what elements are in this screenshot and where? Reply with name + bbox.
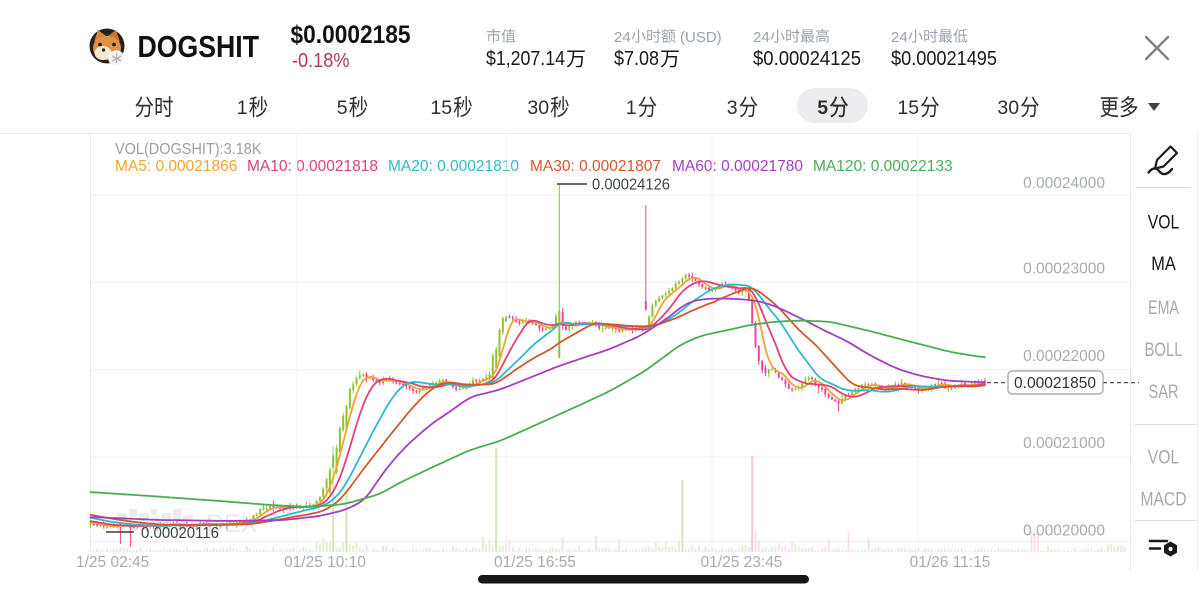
svg-text:1: 1	[237, 97, 248, 119]
svg-text:01/25 16:55: 01/25 16:55	[494, 554, 576, 571]
svg-text:VOL: VOL	[1148, 213, 1180, 234]
svg-text:MACD: MACD	[1141, 490, 1187, 511]
svg-text:VOL(DOGSHIT):3.18K: VOL(DOGSHIT):3.18K	[115, 141, 262, 158]
svg-text:15: 15	[897, 97, 919, 119]
svg-text:01/25 10:10: 01/25 10:10	[284, 554, 366, 571]
svg-text:3: 3	[727, 97, 738, 119]
svg-text:$0.00024125: $0.00024125	[753, 48, 861, 70]
svg-text:-0.18%: -0.18%	[292, 50, 350, 72]
svg-text:0.00020000: 0.00020000	[1023, 523, 1105, 540]
svg-text:0.00020116: 0.00020116	[141, 525, 219, 542]
svg-text:0.00021000: 0.00021000	[1023, 435, 1105, 452]
svg-text:$0.0002185: $0.0002185	[291, 21, 411, 49]
svg-text:30: 30	[527, 97, 549, 119]
svg-text:MA60: 0.00021780: MA60: 0.00021780	[672, 158, 803, 175]
svg-text:(USD): (USD)	[680, 29, 722, 46]
svg-text:$0.00021495: $0.00021495	[891, 48, 997, 70]
svg-text:15: 15	[430, 97, 452, 119]
svg-text:MA5: 0.00021866: MA5: 0.00021866	[115, 158, 237, 175]
svg-text:1: 1	[626, 97, 637, 119]
svg-text:MA20: 0.00021810: MA20: 0.00021810	[388, 158, 519, 175]
svg-text:$1,207.14: $1,207.14	[486, 48, 565, 70]
svg-text:MA10: 0.00021818: MA10: 0.00021818	[247, 158, 378, 175]
svg-text:MA: MA	[1151, 254, 1176, 275]
svg-text:24: 24	[891, 29, 908, 46]
svg-text:0.00024126: 0.00024126	[592, 177, 670, 194]
svg-text:01/26 11:15: 01/26 11:15	[910, 554, 991, 571]
svg-text:24: 24	[753, 29, 770, 46]
svg-text:5: 5	[337, 97, 348, 119]
svg-text:BOLL: BOLL	[1145, 340, 1183, 361]
svg-text:0.00023000: 0.00023000	[1023, 261, 1105, 278]
svg-text:24: 24	[614, 29, 631, 46]
svg-text:30: 30	[997, 97, 1019, 119]
svg-text:VOL: VOL	[1148, 448, 1180, 469]
svg-text:EMA: EMA	[1148, 298, 1179, 319]
svg-text:MA30: 0.00021807: MA30: 0.00021807	[530, 158, 661, 175]
svg-text:0.00024000: 0.00024000	[1023, 175, 1105, 192]
svg-text:DOGSHIT: DOGSHIT	[138, 29, 260, 64]
svg-text:5: 5	[817, 97, 828, 119]
svg-text:SAR: SAR	[1149, 382, 1179, 403]
svg-text:$7.08: $7.08	[614, 48, 659, 70]
svg-text:1/25 02:45: 1/25 02:45	[76, 554, 149, 571]
svg-text:0.00022000: 0.00022000	[1023, 348, 1105, 365]
svg-text:0.00021850: 0.00021850	[1014, 375, 1096, 392]
svg-text:MA120: 0.00022133: MA120: 0.00022133	[813, 158, 953, 175]
svg-text:01/25 23:45: 01/25 23:45	[701, 554, 783, 571]
